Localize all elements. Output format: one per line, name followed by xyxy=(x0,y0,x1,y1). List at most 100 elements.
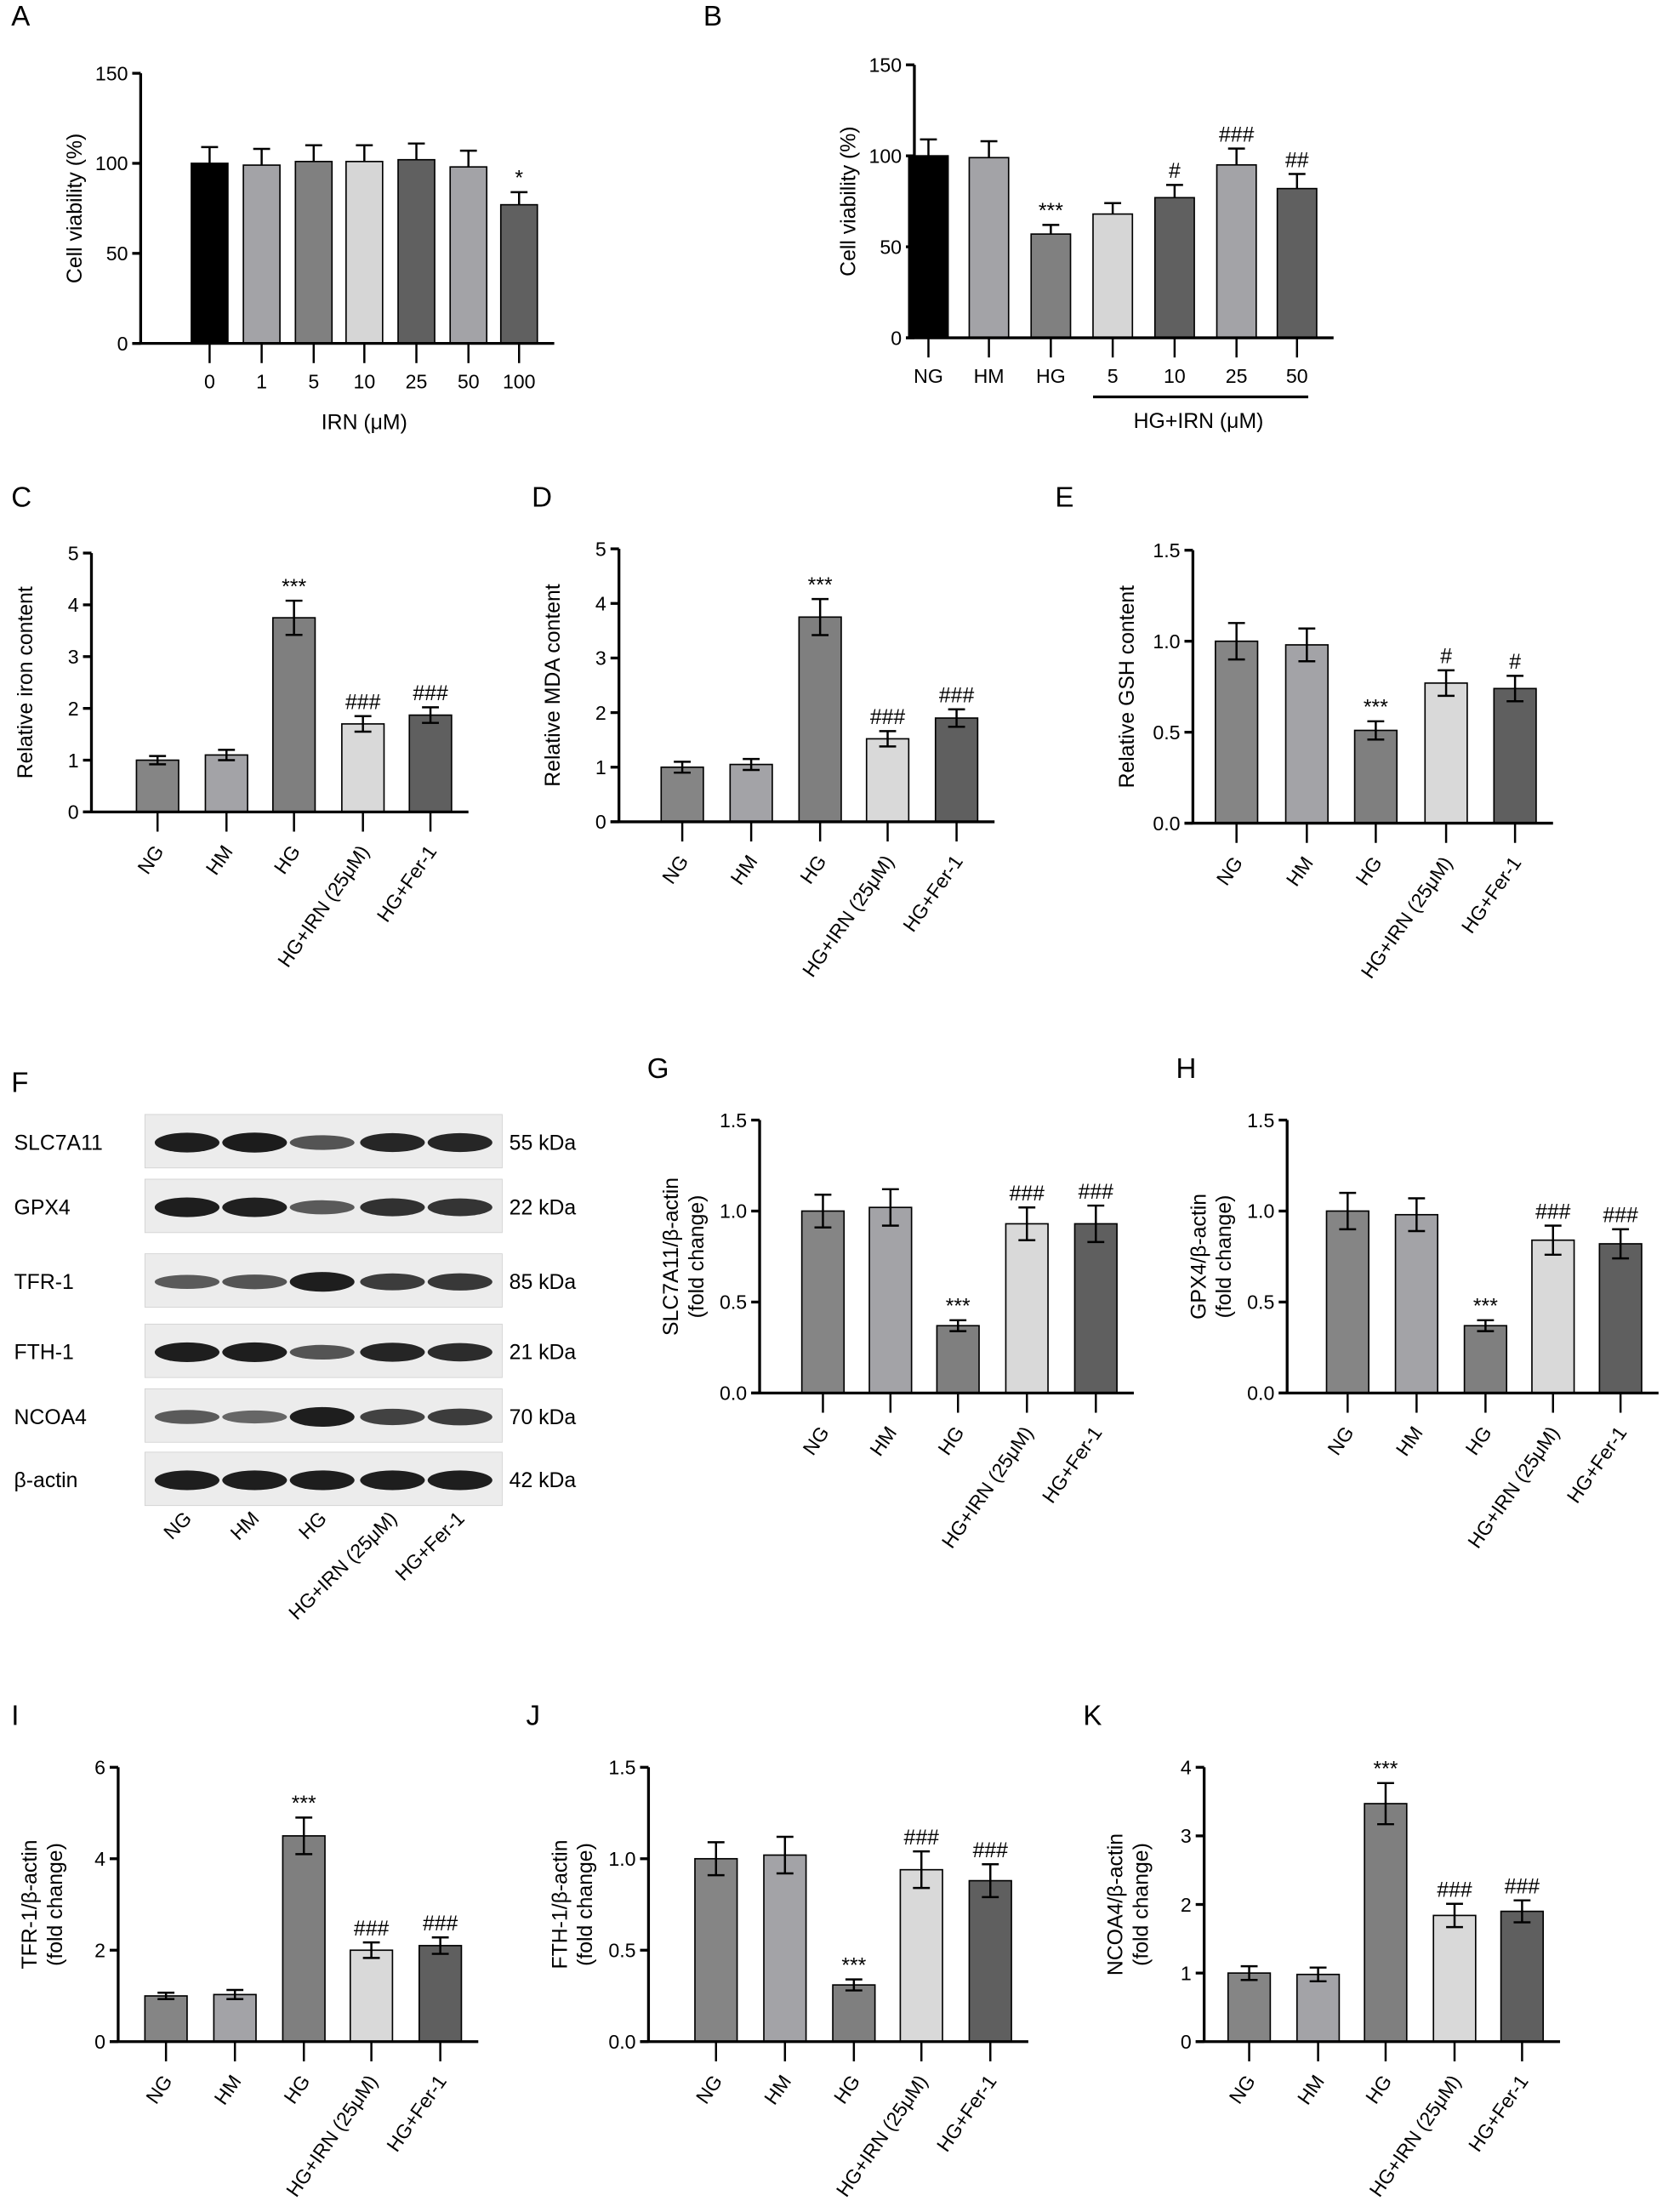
x-tick-label: NG xyxy=(692,2071,726,2107)
panel-label: B xyxy=(703,1,722,32)
x-tick-label: HM xyxy=(210,2071,246,2108)
panel-label: I xyxy=(11,1701,19,1732)
y-axis-title: (fold change) xyxy=(44,1843,67,1966)
y-tick-label: 1 xyxy=(1181,1962,1192,1984)
x-tick-label: HM xyxy=(760,2071,795,2108)
protein-band xyxy=(222,1274,288,1290)
y-tick-label: 50 xyxy=(106,242,128,265)
protein-band xyxy=(222,1197,288,1217)
bar xyxy=(729,763,773,823)
molecular-weight-label: 42 kDa xyxy=(510,1469,577,1492)
protein-band xyxy=(427,1198,493,1217)
y-tick-label: 0.0 xyxy=(1153,812,1180,835)
y-tick-label: 5 xyxy=(595,538,606,560)
y-tick-label: 4 xyxy=(595,593,606,615)
significance-mark: *** xyxy=(1039,200,1063,223)
x-tick-label: 10 xyxy=(353,371,375,393)
y-axis-title: SLC7A11/β-actin xyxy=(660,1177,683,1336)
significance-mark: *** xyxy=(1364,697,1388,720)
y-axis-title: NCOA4/β-actin xyxy=(1105,1833,1128,1975)
bar xyxy=(660,766,704,823)
protein-band xyxy=(289,1406,355,1428)
bar xyxy=(798,616,842,823)
x-tick-label: HG xyxy=(933,1422,968,1459)
protein-band xyxy=(289,1200,355,1215)
y-tick-label: 0 xyxy=(117,333,128,355)
molecular-weight-label: 21 kDa xyxy=(510,1342,577,1365)
protein-band xyxy=(360,1408,425,1426)
significance-mark: *** xyxy=(1473,1296,1498,1319)
significance-mark: # xyxy=(1169,160,1181,183)
panel-label: G xyxy=(647,1053,669,1085)
significance-mark: ### xyxy=(413,682,448,705)
protein-band xyxy=(222,1342,288,1362)
x-tick-label: 1 xyxy=(256,371,267,393)
bar xyxy=(242,164,281,345)
y-axis-title: GPX4/β-actin xyxy=(1187,1194,1210,1320)
lane-label: NG xyxy=(159,1507,196,1543)
x-tick-label: HM xyxy=(726,851,762,888)
x-tick-label: NG xyxy=(141,2071,176,2107)
bar xyxy=(1493,687,1537,824)
significance-mark: ### xyxy=(345,692,381,715)
bar xyxy=(1598,1243,1643,1394)
y-tick-label: 100 xyxy=(868,145,902,167)
bar xyxy=(1030,233,1072,339)
bar xyxy=(1284,644,1329,824)
x-axis-title: HG+IRN (μM) xyxy=(1134,410,1264,433)
bar xyxy=(418,1945,463,2043)
y-tick-label: 1.0 xyxy=(608,1848,635,1870)
significance-mark: *** xyxy=(282,576,306,599)
significance-mark: ### xyxy=(1437,1878,1472,1901)
bar xyxy=(1073,1223,1118,1394)
x-tick-label: HG+Fer-1 xyxy=(898,851,967,936)
significance-mark: *** xyxy=(292,1793,316,1816)
bar xyxy=(1153,197,1195,339)
panel-d: DNG HM***HG###HG+IRN (25μM)###HG+Fer-1012… xyxy=(532,482,995,981)
bar xyxy=(282,1835,326,2043)
x-axis-title: IRN (μM) xyxy=(322,412,407,435)
bar xyxy=(694,1857,738,2043)
molecular-weight-label: 55 kDa xyxy=(510,1132,577,1154)
bar xyxy=(1092,213,1134,339)
protein-band xyxy=(427,1470,493,1491)
bar xyxy=(1353,729,1398,824)
protein-band xyxy=(289,1470,355,1491)
molecular-weight-label: 70 kDa xyxy=(510,1406,577,1429)
significance-mark: ### xyxy=(1079,1181,1114,1204)
y-tick-label: 0 xyxy=(1181,2031,1192,2053)
y-axis-title: FTH-1/β-actin xyxy=(549,1839,572,1969)
y-tick-label: 6 xyxy=(94,1757,105,1779)
panel-label: A xyxy=(11,1,30,32)
x-tick-label: 50 xyxy=(458,371,480,393)
protein-band xyxy=(222,1470,288,1491)
x-tick-label: NG xyxy=(1225,2071,1260,2107)
protein-band xyxy=(427,1273,493,1291)
x-tick-label: HG xyxy=(795,851,830,887)
bar xyxy=(191,162,229,345)
bar xyxy=(397,158,436,345)
x-tick-label: HM xyxy=(1282,852,1318,890)
x-tick-label: NG xyxy=(1323,1422,1358,1459)
bar xyxy=(1531,1239,1575,1394)
x-tick-label: HG xyxy=(1036,365,1066,387)
protein-band xyxy=(154,1274,219,1289)
y-tick-label: 0 xyxy=(595,811,606,833)
x-tick-label: HG+Fer-1 xyxy=(1464,2071,1533,2156)
x-tick-label: HG+Fer-1 xyxy=(373,841,441,926)
bar xyxy=(499,203,538,345)
panel-label: H xyxy=(1176,1053,1197,1085)
y-tick-label: 1.5 xyxy=(1153,539,1180,562)
x-tick-label: HG+Fer-1 xyxy=(382,2071,451,2156)
panel-j: JNG HM***HG###HG+IRN (25μM)###HG+Fer-10.0… xyxy=(527,1701,1028,2201)
significance-mark: ## xyxy=(1285,149,1309,172)
molecular-weight-label: 22 kDa xyxy=(510,1196,577,1219)
y-tick-label: 5 xyxy=(68,542,79,564)
significance-mark: ### xyxy=(1219,123,1255,146)
bar xyxy=(934,717,979,823)
protein-band xyxy=(222,1132,288,1153)
bar xyxy=(1276,187,1318,339)
bar xyxy=(345,161,384,345)
molecular-weight-label: 85 kDa xyxy=(510,1271,577,1294)
y-tick-label: 150 xyxy=(95,62,128,84)
